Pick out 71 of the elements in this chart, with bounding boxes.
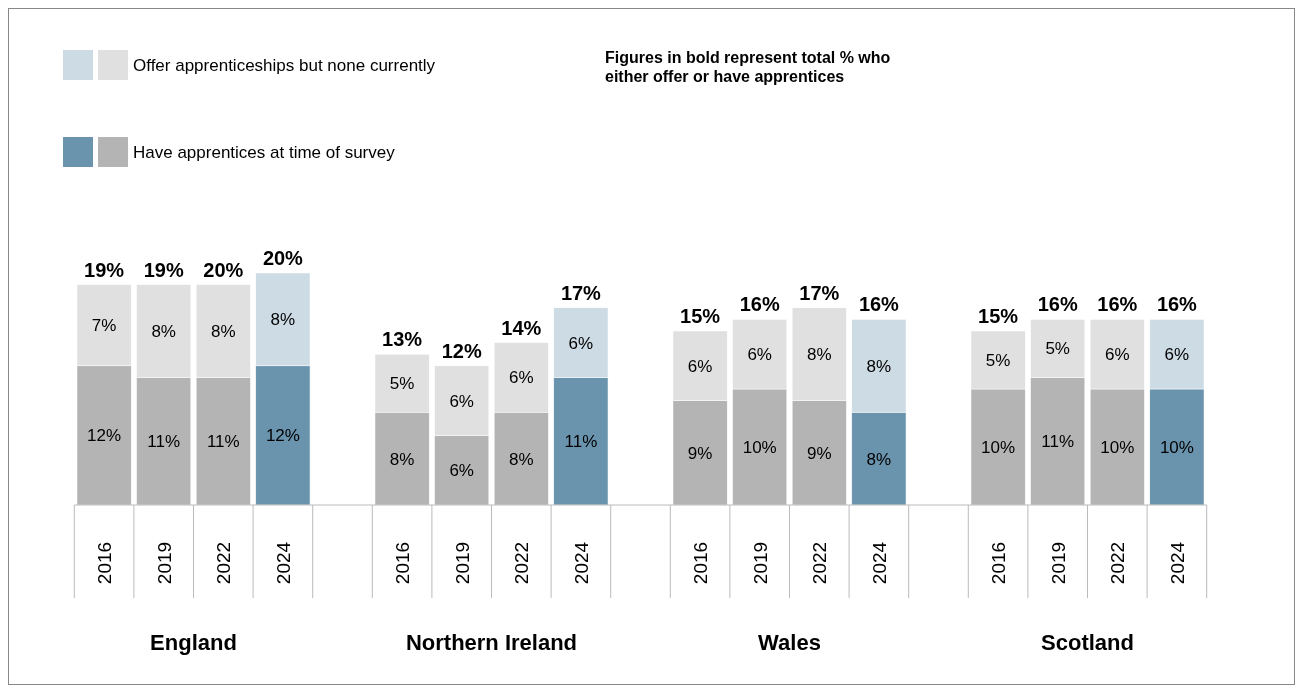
data-label: 8% [389, 449, 415, 469]
data-label: 12% [265, 426, 300, 446]
total-label: 16% [739, 293, 780, 316]
x-tick-label: 2019 [451, 541, 473, 585]
data-label: 8% [211, 322, 236, 341]
data-label: 11% [206, 432, 240, 452]
legend-label: Offer apprenticeships but none currently [133, 56, 436, 75]
data-label: 11% [564, 432, 598, 452]
data-label: 6% [449, 391, 474, 411]
data-label: 7% [91, 316, 117, 336]
x-tick-label: 2016 [392, 541, 414, 585]
x-tick-label: 2022 [809, 541, 831, 585]
total-label: 20% [262, 247, 304, 269]
data-label: 8% [151, 322, 176, 341]
data-label: 11% [1041, 432, 1075, 452]
total-label: 12% [441, 339, 482, 362]
total-label: 15% [978, 305, 1019, 327]
text: England [150, 630, 237, 655]
data-label: 8% [866, 356, 892, 376]
x-tick-label: 2016 [988, 541, 1010, 585]
total-label: 19% [143, 258, 184, 281]
text: Northern Ireland [405, 630, 578, 655]
data-label: 10% [981, 438, 1016, 457]
text: Wales [758, 630, 821, 655]
total-label: 16% [1156, 293, 1198, 316]
x-tick-label: 2016 [94, 541, 116, 585]
data-label: 8% [509, 449, 534, 469]
data-label: 8% [807, 345, 832, 365]
total-label: 16% [1037, 293, 1078, 316]
x-tick-label: 2022 [511, 541, 533, 585]
data-label: 12% [87, 426, 122, 446]
data-label: 6% [1105, 345, 1130, 365]
x-tick-label: 2024 [570, 541, 592, 585]
x-tick-label: 2024 [1166, 541, 1188, 585]
text: Scotland [1041, 630, 1134, 655]
data-label: 10% [1100, 438, 1135, 457]
total-label: 14% [501, 316, 542, 339]
data-label: 11% [147, 432, 181, 452]
total-label: 17% [560, 281, 602, 304]
data-label: 8% [270, 310, 296, 330]
x-tick-label: 2019 [1047, 541, 1069, 585]
text: Figures in bold represent total % who either offer or have apprentices [605, 49, 891, 85]
data-label: 6% [568, 333, 594, 353]
total-label: 16% [1097, 293, 1138, 316]
data-label: 6% [509, 368, 534, 388]
x-tick-label: 2022 [1107, 541, 1129, 585]
x-tick-label: 2024 [272, 541, 294, 585]
data-label: 6% [1164, 345, 1190, 365]
x-tick-label: 2019 [153, 541, 175, 585]
x-tick-label: 2019 [749, 541, 771, 585]
total-label: 13% [382, 328, 423, 351]
data-label: 5% [389, 374, 415, 394]
data-label: 6% [687, 356, 713, 376]
total-label: 17% [799, 281, 840, 304]
total-label: 16% [858, 293, 900, 316]
data-label: 9% [687, 443, 713, 463]
total-label: 20% [203, 258, 244, 281]
data-label: 9% [807, 443, 832, 463]
legend-label: Have apprentices at time of survey [133, 143, 396, 162]
data-label: 5% [985, 351, 1011, 370]
data-label: 5% [1045, 339, 1070, 359]
total-label: 19% [84, 258, 125, 281]
x-tick-label: 2024 [868, 541, 890, 585]
data-label: 8% [866, 449, 892, 469]
data-label: 6% [449, 461, 474, 481]
data-label: 10% [742, 438, 777, 457]
data-label: 10% [1159, 438, 1194, 457]
data-label: 6% [747, 345, 772, 365]
x-tick-label: 2022 [213, 541, 235, 585]
total-label: 15% [680, 305, 721, 327]
x-tick-label: 2016 [690, 541, 712, 585]
